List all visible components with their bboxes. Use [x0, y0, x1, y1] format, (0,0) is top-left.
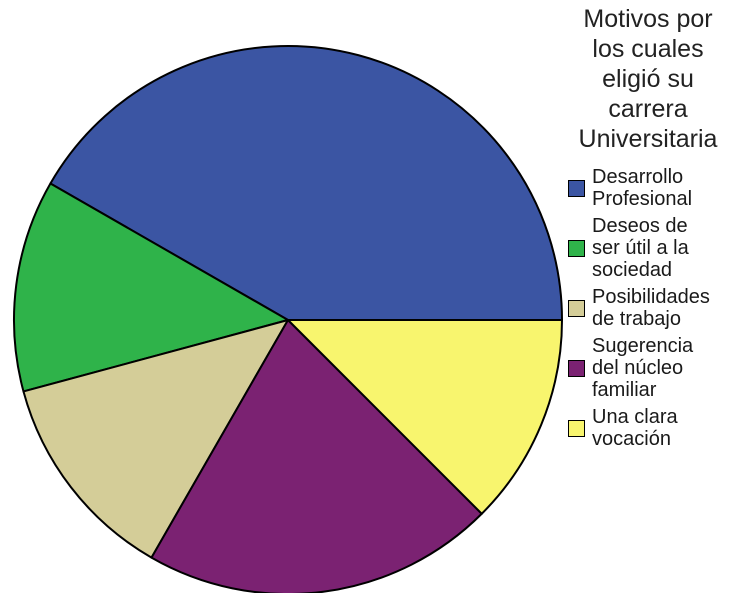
legend-label-line: Posibilidades — [592, 286, 710, 308]
legend-title-line: eligió su — [602, 65, 694, 93]
pie-slice-4 — [287, 319, 563, 515]
legend-label-line: Desarrollo — [592, 166, 684, 188]
legend-item: Desarrollo Profesional — [564, 166, 732, 210]
legend-label-line: Profesional — [592, 188, 693, 210]
legend-swatch — [568, 420, 585, 437]
legend-label-line: Una clara — [592, 406, 678, 428]
legend-label-line: del núcleo — [592, 357, 684, 379]
legend-label-line: Deseos de — [592, 215, 688, 237]
legend-label-line: ser útil a la — [592, 237, 689, 259]
pie-slice-1 — [13, 182, 289, 393]
pie-slice-0 — [49, 45, 563, 321]
legend-label-line: de trabajo — [592, 308, 681, 330]
legend-label-line: Sugerencia — [592, 335, 694, 357]
legend-title: Motivos por los cuales eligió su carrera Uni… — [564, 4, 732, 154]
legend: Motivos por los cuales eligió su carrera Uni… — [564, 4, 732, 455]
legend-items: Desarrollo Profesional Deseos de ser útil a… — [564, 166, 732, 450]
legend-title-line: Universitaria — [578, 125, 718, 153]
legend-swatch — [568, 300, 585, 317]
legend-label-line: sociedad — [592, 259, 673, 281]
legend-item: Sugerencia del núcleo familiar — [564, 335, 732, 401]
legend-title-line: los cuales — [592, 35, 704, 63]
legend-swatch — [568, 180, 585, 197]
legend-item: Deseos de ser útil a la sociedad — [564, 215, 732, 281]
legend-label-line: familiar — [592, 379, 657, 401]
pie-slices — [13, 45, 563, 593]
legend-title-line: Motivos por — [583, 5, 713, 33]
legend-swatch — [568, 360, 585, 377]
pie-slice-2 — [22, 319, 289, 559]
legend-swatch — [568, 240, 585, 257]
legend-title-line: carrera — [608, 95, 688, 123]
legend-label-line: vocación — [592, 428, 671, 450]
pie-slice-3 — [150, 319, 483, 593]
legend-item: Una clara vocación — [564, 406, 732, 450]
legend-item: Posibilidades de trabajo — [564, 286, 732, 330]
